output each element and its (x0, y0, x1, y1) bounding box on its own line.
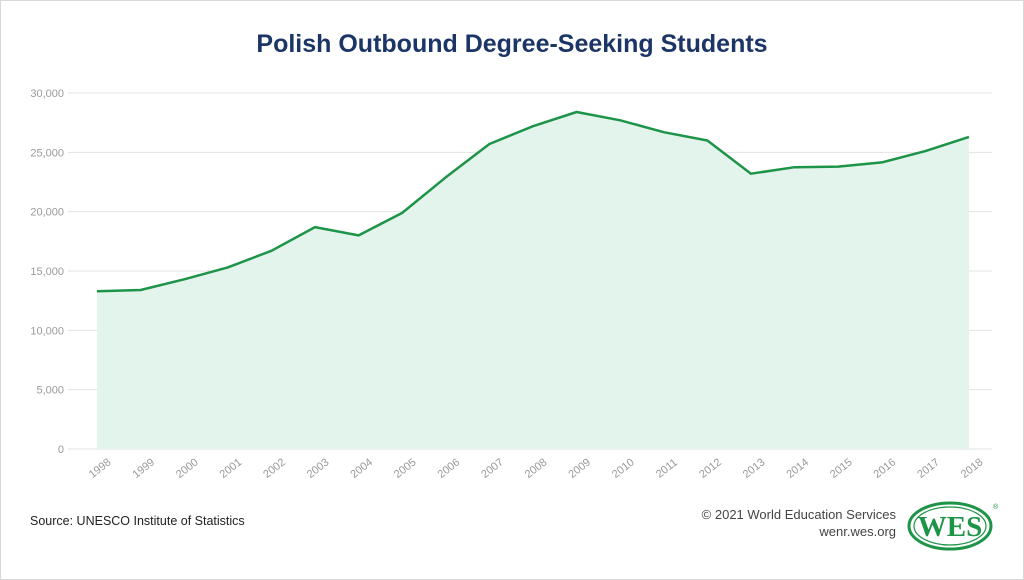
series-area (97, 112, 969, 449)
x-tick-label: 2000 (174, 456, 201, 481)
chart-title: Polish Outbound Degree-Seeking Students (256, 30, 768, 58)
y-tick-label: 0 (58, 444, 64, 456)
y-tick-label: 15,000 (30, 266, 64, 278)
x-tick-label: 2001 (218, 456, 245, 481)
x-tick-label: 2005 (392, 456, 419, 481)
copyright-block: © 2021 World Education Services wenr.wes… (702, 506, 896, 540)
x-tick-label: 2014 (784, 456, 811, 481)
x-tick-label: 2003 (305, 456, 332, 481)
logo-text: WES (918, 511, 982, 543)
x-tick-label: 2016 (872, 456, 899, 481)
x-tick-label: 2008 (523, 456, 550, 481)
svg-text:®: ® (993, 503, 998, 511)
x-tick-label: 2015 (828, 456, 855, 481)
source-note: Source: UNESCO Institute of Statistics (30, 514, 245, 528)
y-tick-label: 10,000 (30, 325, 64, 337)
y-tick-label: 20,000 (30, 207, 64, 219)
x-tick-label: 2010 (610, 456, 637, 481)
site-url: wenr.wes.org (819, 524, 896, 539)
x-tick-label: 2012 (697, 456, 724, 481)
y-tick-label: 30,000 (30, 88, 64, 100)
x-tick-label: 2006 (436, 456, 463, 481)
x-tick-label: 1998 (87, 456, 114, 481)
x-tick-label: 2017 (915, 456, 942, 481)
x-tick-label: 2007 (479, 456, 506, 481)
x-tick-label: 2004 (348, 456, 375, 481)
x-tick-label: 1999 (130, 456, 157, 481)
x-tick-label: 2013 (741, 456, 768, 481)
y-tick-label: 5,000 (36, 385, 64, 397)
x-tick-label: 2018 (959, 456, 986, 481)
copyright-text: © 2021 World Education Services (701, 507, 896, 522)
wes-logo: WES ® (907, 501, 998, 551)
x-tick-label: 2009 (566, 456, 593, 481)
x-tick-label: 2002 (261, 456, 288, 481)
y-tick-label: 25,000 (30, 147, 64, 159)
x-tick-label: 2011 (654, 457, 680, 481)
